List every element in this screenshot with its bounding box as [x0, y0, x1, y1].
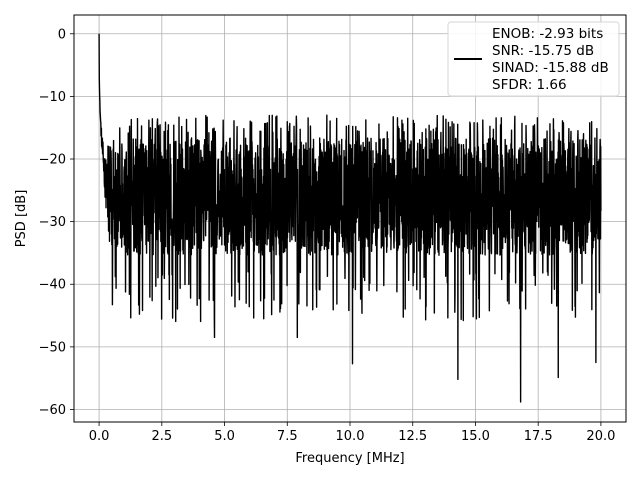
- y-tick-label: −20: [39, 153, 66, 168]
- x-tick-label: 17.5: [524, 429, 553, 444]
- psd-line: [98, 33, 602, 403]
- x-tick-label: 12.5: [398, 429, 427, 444]
- y-tick-label: −40: [39, 278, 66, 293]
- y-tick-label: 0: [58, 27, 66, 42]
- legend-box: [447, 21, 620, 97]
- x-tick-label: 10.0: [336, 429, 365, 444]
- legend-entry-enob: ENOB: -2.93 bits: [492, 26, 603, 42]
- y-tick-label: −50: [39, 340, 66, 355]
- x-axis-ticks: 0.0 2.5 5.0 7.5 10.0 12.5 15.0 17.5 20.0: [89, 422, 615, 444]
- x-tick-label: 2.5: [151, 429, 172, 444]
- y-axis-ticks: 0 −10 −20 −30 −40 −50 −60: [39, 27, 74, 418]
- y-axis-label: PSD [dB]: [14, 190, 29, 248]
- legend-entry-snr: SNR: -15.75 dB: [492, 43, 594, 59]
- psd-series: [98, 33, 602, 403]
- x-tick-label: 15.0: [461, 429, 490, 444]
- y-tick-label: −10: [39, 90, 66, 105]
- x-axis-label: Frequency [MHz]: [295, 451, 404, 466]
- x-tick-label: 7.5: [277, 429, 298, 444]
- legend-entry-sfdr: SFDR: 1.66: [492, 77, 567, 93]
- y-tick-label: −30: [39, 215, 66, 230]
- x-tick-label: 0.0: [89, 429, 110, 444]
- legend: ENOB: -2.93 bits SNR: -15.75 dB SINAD: -…: [447, 21, 620, 97]
- x-tick-label: 5.0: [214, 429, 235, 444]
- x-tick-label: 20.0: [586, 429, 615, 444]
- legend-entry-sinad: SINAD: -15.88 dB: [492, 60, 609, 76]
- y-tick-label: −60: [39, 403, 66, 418]
